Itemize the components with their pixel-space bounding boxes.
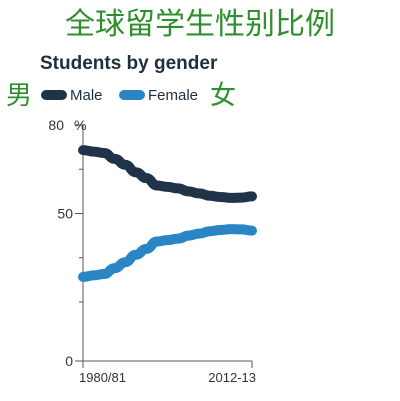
chart-subtitle: Students by gender <box>40 53 218 74</box>
legend-label-male: Male <box>70 87 103 104</box>
y-tick-label: 80 <box>48 117 64 133</box>
legend: Male Female <box>41 87 198 104</box>
y-tick-label: 0 <box>65 353 73 369</box>
chart-title: 全球留学生性别比例 <box>65 7 335 42</box>
legend-label-female: Female <box>148 87 198 104</box>
y-axis: 80 50 0% <box>48 117 86 369</box>
x-tick-label: 1980/81 <box>79 370 126 385</box>
series-line-female <box>78 224 257 282</box>
x-axis: 1980/81 2012-13 <box>79 360 256 385</box>
y-tick-label: 50 <box>57 206 73 222</box>
x-tick-label: 2012-13 <box>208 370 256 385</box>
y-unit-label: % <box>74 117 86 133</box>
series-line-male <box>78 145 257 203</box>
side-label-right: 女 <box>210 81 236 111</box>
side-label-left: 男 <box>6 81 32 111</box>
plot-lines <box>78 145 257 282</box>
